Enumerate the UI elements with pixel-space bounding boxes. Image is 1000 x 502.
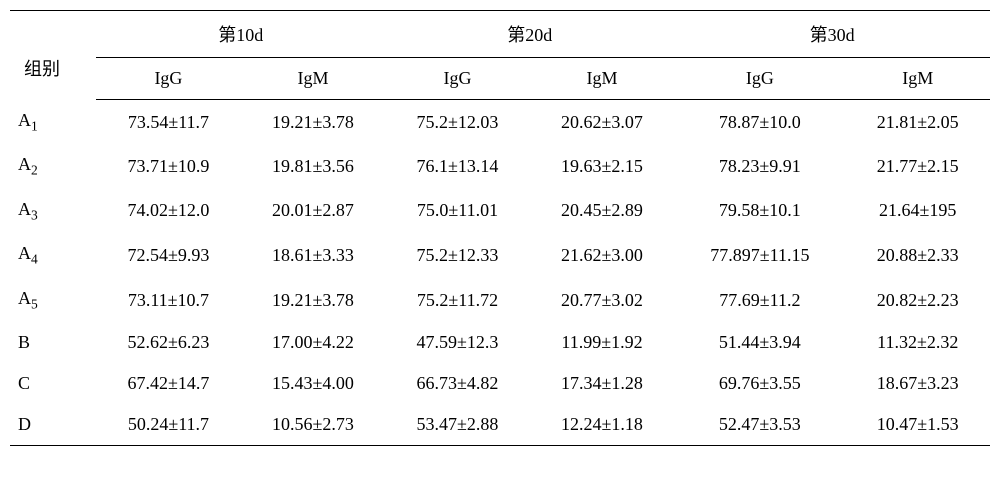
data-table: 组别 第10d 第20d 第30d IgG IgM IgG IgM IgG Ig…: [10, 10, 990, 446]
subheader-2-igg: IgG: [385, 58, 530, 100]
data-cell: 19.63±2.15: [530, 144, 675, 189]
period-header-1: 第10d: [96, 11, 385, 58]
data-cell: 74.02±12.0: [96, 189, 241, 234]
data-cell: 20.45±2.89: [530, 189, 675, 234]
data-cell: 52.62±6.23: [96, 322, 241, 363]
data-cell: 17.00±4.22: [241, 322, 386, 363]
data-cell: 78.23±9.91: [674, 144, 845, 189]
data-cell: 19.21±3.78: [241, 278, 386, 323]
row-label: A4: [10, 233, 96, 278]
data-cell: 20.01±2.87: [241, 189, 386, 234]
data-cell: 77.69±11.2: [674, 278, 845, 323]
row-label: B: [10, 322, 96, 363]
data-cell: 66.73±4.82: [385, 363, 530, 404]
data-cell: 51.44±3.94: [674, 322, 845, 363]
table-row: C67.42±14.715.43±4.0066.73±4.8217.34±1.2…: [10, 363, 990, 404]
data-cell: 78.87±10.0: [674, 100, 845, 145]
subheader-1-igm: IgM: [241, 58, 386, 100]
data-cell: 47.59±12.3: [385, 322, 530, 363]
row-label: A5: [10, 278, 96, 323]
data-cell: 12.24±1.18: [530, 404, 675, 446]
data-cell: 69.76±3.55: [674, 363, 845, 404]
row-label: A2: [10, 144, 96, 189]
data-cell: 73.11±10.7: [96, 278, 241, 323]
data-cell: 53.47±2.88: [385, 404, 530, 446]
table-row: B52.62±6.2317.00±4.2247.59±12.311.99±1.9…: [10, 322, 990, 363]
subheader-2-igm: IgM: [530, 58, 675, 100]
data-cell: 21.64±195: [845, 189, 990, 234]
data-cell: 19.81±3.56: [241, 144, 386, 189]
data-cell: 20.62±3.07: [530, 100, 675, 145]
period-header-3: 第30d: [674, 11, 990, 58]
data-cell: 20.77±3.02: [530, 278, 675, 323]
data-cell: 73.71±10.9: [96, 144, 241, 189]
data-cell: 15.43±4.00: [241, 363, 386, 404]
data-cell: 76.1±13.14: [385, 144, 530, 189]
data-cell: 11.99±1.92: [530, 322, 675, 363]
data-cell: 50.24±11.7: [96, 404, 241, 446]
row-label: A1: [10, 100, 96, 145]
table-row: A374.02±12.020.01±2.8775.0±11.0120.45±2.…: [10, 189, 990, 234]
data-cell: 75.2±11.72: [385, 278, 530, 323]
subheader-3-igm: IgM: [845, 58, 990, 100]
subheader-1-igg: IgG: [96, 58, 241, 100]
data-cell: 52.47±3.53: [674, 404, 845, 446]
data-cell: 21.77±2.15: [845, 144, 990, 189]
table-row: A173.54±11.719.21±3.7875.2±12.0320.62±3.…: [10, 100, 990, 145]
table-row: A273.71±10.919.81±3.5676.1±13.1419.63±2.…: [10, 144, 990, 189]
table-row: D50.24±11.710.56±2.7353.47±2.8812.24±1.1…: [10, 404, 990, 446]
data-cell: 17.34±1.28: [530, 363, 675, 404]
data-cell: 11.32±2.32: [845, 322, 990, 363]
data-cell: 79.58±10.1: [674, 189, 845, 234]
row-label: A3: [10, 189, 96, 234]
table-header: 组别 第10d 第20d 第30d IgG IgM IgG IgM IgG Ig…: [10, 11, 990, 100]
subheader-3-igg: IgG: [674, 58, 845, 100]
table-row: A472.54±9.9318.61±3.3375.2±12.3321.62±3.…: [10, 233, 990, 278]
data-cell: 20.88±2.33: [845, 233, 990, 278]
row-label: C: [10, 363, 96, 404]
data-cell: 18.61±3.33: [241, 233, 386, 278]
period-header-2: 第20d: [385, 11, 674, 58]
data-cell: 19.21±3.78: [241, 100, 386, 145]
row-label-header: 组别: [10, 11, 96, 100]
data-cell: 75.2±12.03: [385, 100, 530, 145]
data-cell: 75.0±11.01: [385, 189, 530, 234]
data-cell: 72.54±9.93: [96, 233, 241, 278]
row-label: D: [10, 404, 96, 446]
table-body: A173.54±11.719.21±3.7875.2±12.0320.62±3.…: [10, 100, 990, 446]
data-cell: 67.42±14.7: [96, 363, 241, 404]
table-row: A573.11±10.719.21±3.7875.2±11.7220.77±3.…: [10, 278, 990, 323]
row-label-header-text: 组别: [16, 29, 90, 81]
data-cell: 18.67±3.23: [845, 363, 990, 404]
data-cell: 20.82±2.23: [845, 278, 990, 323]
data-cell: 77.897±11.15: [674, 233, 845, 278]
data-cell: 21.62±3.00: [530, 233, 675, 278]
data-cell: 21.81±2.05: [845, 100, 990, 145]
data-cell: 75.2±12.33: [385, 233, 530, 278]
data-cell: 10.47±1.53: [845, 404, 990, 446]
data-cell: 10.56±2.73: [241, 404, 386, 446]
data-cell: 73.54±11.7: [96, 100, 241, 145]
